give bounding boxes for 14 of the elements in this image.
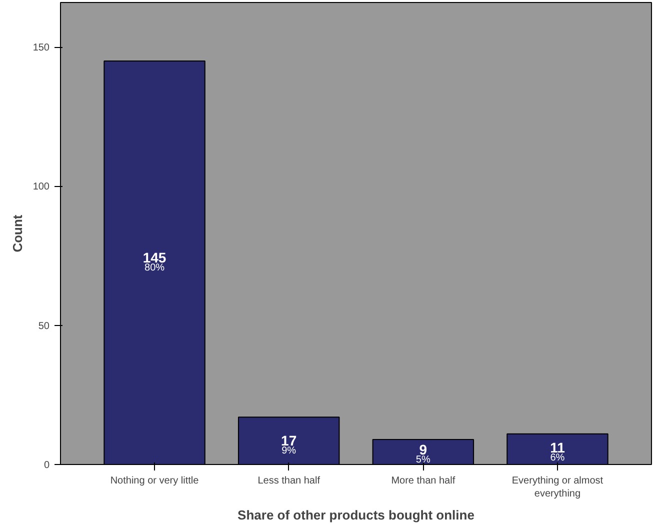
- annotation: 5%: [416, 454, 430, 466]
- y-axis-title: Count: [10, 214, 25, 252]
- x-tick-label: Less than half: [258, 476, 320, 486]
- x-tick-label: More than half: [391, 476, 456, 486]
- x-tick-label: Nothing or very little: [110, 476, 200, 486]
- y-tick-label: 0: [44, 460, 50, 471]
- annotation: 80%: [144, 262, 165, 274]
- annotation: 6%: [550, 452, 565, 464]
- annotation: 9%: [282, 446, 296, 457]
- y-tick-label: 50: [38, 320, 50, 332]
- x-axis-title: Share of other products bought online: [238, 508, 474, 523]
- y-tick-label: 100: [32, 182, 50, 193]
- y-tick-label: 150: [32, 42, 50, 54]
- x-tick-label: Everything or almost everything: [512, 476, 604, 500]
